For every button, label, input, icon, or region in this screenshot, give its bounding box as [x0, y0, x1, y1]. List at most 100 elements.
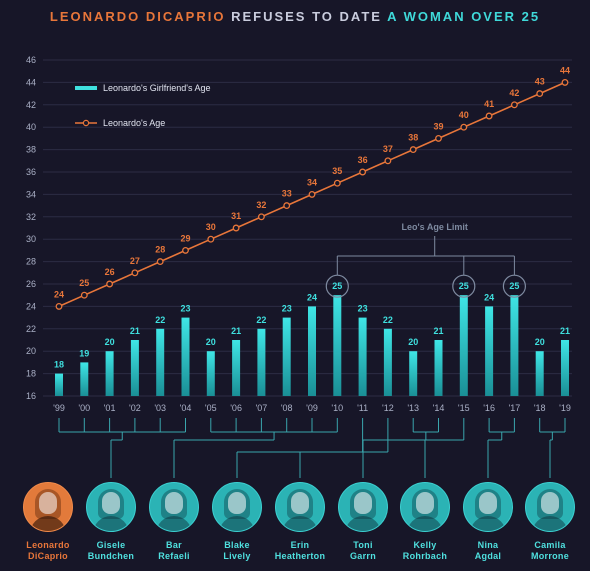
bar-value-label: 20: [535, 337, 545, 347]
person-card: Blake Lively: [202, 478, 272, 562]
legend-label-leonardo: Leonardo's Age: [103, 118, 165, 128]
avatar: [525, 482, 575, 532]
bar-value-label: 20: [206, 337, 216, 347]
line-value-label: 33: [282, 189, 292, 199]
avatar: [149, 482, 199, 532]
y-tick-label: 28: [26, 257, 36, 267]
line-point: [384, 157, 392, 165]
line-point: [536, 90, 544, 98]
y-tick-label: 16: [26, 391, 36, 401]
avatar: [86, 482, 136, 532]
title-part-leonardo: LEONARDO DICAPRIO: [49, 9, 226, 24]
legend-swatch-marker: [82, 119, 90, 127]
bar-value-label: 23: [358, 304, 368, 314]
avatar: [400, 482, 450, 532]
x-tick-label: '01: [104, 403, 116, 413]
bar: [55, 373, 63, 396]
avatar-head: [39, 492, 57, 514]
person-card: Camila Morrone: [515, 478, 585, 562]
avatar-shoulders: [219, 516, 255, 531]
x-tick-label: '15: [458, 403, 470, 413]
y-tick-label: 30: [26, 234, 36, 244]
person-name-line1: Kelly: [413, 540, 437, 550]
line-point: [333, 179, 341, 187]
x-tick-label: '00: [78, 403, 90, 413]
bar: [434, 340, 443, 396]
legend: Leonardo's Girlfriend's Age Leonardo's Ag…: [75, 83, 211, 128]
line-value-label: 38: [408, 133, 418, 143]
x-tick-label: '05: [205, 403, 217, 413]
bar: [459, 295, 468, 396]
bar-value-label: 22: [155, 315, 165, 325]
line-point: [485, 112, 493, 120]
bar: [156, 328, 165, 396]
line-value-label: 34: [307, 177, 317, 187]
line-value-label: 32: [256, 200, 266, 210]
line-point: [460, 123, 468, 131]
line-value-label: 30: [206, 222, 216, 232]
bar: [105, 351, 114, 396]
bar: [308, 306, 316, 396]
bar: [535, 351, 544, 396]
bar: [358, 317, 367, 396]
line-point: [435, 134, 442, 142]
x-tick-label: '19: [559, 403, 571, 413]
y-tick-label: 38: [26, 145, 36, 155]
line-layer: 24 25 26 27 28 29 30 31 32 33 34 35 36 37 38 39 40 41 42 43…: [54, 65, 570, 310]
x-tick-label: '18: [534, 403, 546, 413]
x-tick-label: '08: [281, 403, 293, 413]
bar-value-label: 24: [307, 292, 317, 302]
bar-value-label: 22: [383, 315, 393, 325]
line-value-label: 42: [509, 88, 519, 98]
person-card: Erin Heatherton: [265, 478, 335, 562]
person-name: Erin Heatherton: [265, 540, 335, 562]
line-point: [156, 258, 164, 266]
connector-lines: [58, 418, 566, 478]
person-name-line2: Refaeli: [158, 551, 190, 561]
person-name: Toni Garrn: [328, 540, 398, 562]
bar-value-label: 18: [54, 360, 64, 370]
avatar: [275, 482, 325, 532]
bar-value-label: 23: [282, 304, 292, 314]
person-card: Bar Refaeli: [139, 478, 209, 562]
x-tick-label: '07: [256, 403, 268, 413]
person-name-line2: Heatherton: [274, 551, 326, 561]
line-value-label: 40: [459, 110, 469, 120]
bar-value-label: 25: [459, 281, 469, 291]
line-value-label: 26: [105, 267, 115, 277]
y-tick-label: 44: [26, 77, 36, 87]
y-tick-label: 18: [26, 369, 36, 379]
x-tick-label: '06: [230, 403, 242, 413]
line-value-label: 29: [180, 233, 190, 243]
bar: [232, 340, 241, 396]
y-tick-label: 32: [26, 212, 36, 222]
bar: [130, 340, 139, 396]
bar: [181, 317, 190, 396]
line-value-label: 39: [433, 121, 443, 131]
person-card: Kelly Rohrbach: [390, 478, 460, 562]
line-point: [409, 146, 417, 154]
bar: [485, 306, 494, 396]
bar: [333, 295, 342, 396]
person-name-line1: Leonardo: [26, 540, 70, 550]
line-value-label: 27: [130, 256, 140, 266]
line-point: [131, 269, 139, 277]
avatar-shoulders: [282, 516, 318, 531]
person-name-line1: Camila: [534, 540, 566, 550]
line-point: [308, 190, 316, 198]
line-value-label: 43: [535, 77, 545, 87]
person-card: Leonardo DiCaprio: [13, 478, 83, 562]
bar: [510, 295, 519, 396]
bar: [409, 351, 418, 396]
person-name-line2: Agdal: [474, 551, 502, 561]
person-name-line1: Erin: [290, 540, 310, 550]
person-card: Toni Garrn: [328, 478, 398, 562]
age-limit-label: Leo's Age Limit: [402, 222, 468, 232]
avatar-head: [228, 492, 246, 514]
person-name: Camila Morrone: [515, 540, 585, 562]
x-tick-label: '12: [382, 403, 394, 413]
chart-canvas: 16 18 20 22 24 26 28 30 32 34 36 38 40 42 44 46 18 '99 19…: [26, 55, 572, 478]
bar-value-label: 19: [79, 348, 89, 358]
person-name-line2: Lively: [223, 551, 251, 561]
line-point: [283, 202, 291, 210]
